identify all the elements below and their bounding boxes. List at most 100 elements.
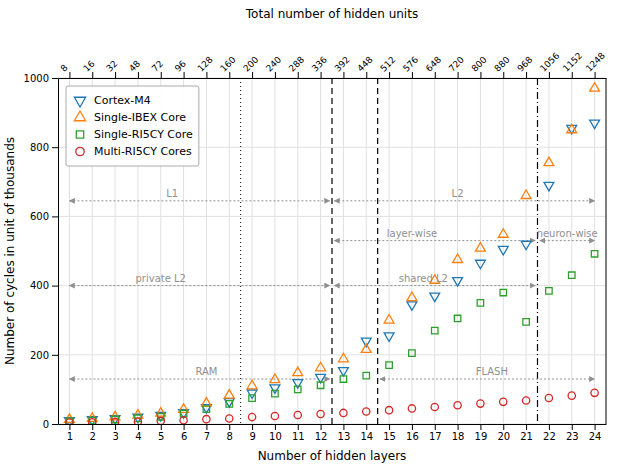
x2-tick-label: 720: [447, 54, 466, 73]
x2-tick: 720: [447, 54, 466, 78]
x-axis-line: [59, 424, 607, 425]
x-tick-mark: [480, 424, 481, 430]
plot-frame: [606, 78, 607, 424]
x2-tick: 240: [264, 54, 283, 78]
annotation-arrow: [540, 240, 595, 241]
y-tick-label: 400: [30, 280, 49, 291]
x2-tick-mark: [480, 72, 481, 78]
x-tick: 5: [158, 424, 164, 442]
legend-label: Single-RI5CY Core: [94, 128, 193, 141]
y-axis-line: [58, 79, 59, 425]
grid: [58, 78, 606, 424]
x2-tick: 288: [287, 54, 306, 78]
y-tick: 600: [30, 211, 58, 222]
point: [180, 417, 187, 424]
point: [567, 124, 577, 133]
x2-tick: 1248: [584, 50, 607, 78]
x-tick: 12: [315, 424, 328, 442]
point: [271, 412, 278, 419]
legend-symbol: [76, 147, 84, 155]
chart: 1234567891011121314151617181920212223248…: [0, 0, 640, 468]
grid-line: [58, 285, 606, 286]
x-tick-mark: [69, 424, 70, 430]
point: [316, 362, 326, 371]
point: [111, 418, 118, 424]
x-tick-label: 8: [227, 431, 233, 442]
x-tick-label: 15: [383, 431, 396, 442]
grid-line: [252, 78, 253, 424]
point: [590, 120, 600, 129]
point: [544, 157, 554, 166]
y-tick-label: 600: [30, 211, 49, 222]
x2-tick-label: 1248: [584, 50, 607, 73]
x2-tick: 512: [378, 55, 397, 78]
x-tick-label: 16: [406, 431, 419, 442]
point: [201, 398, 211, 407]
x2-tick: 648: [424, 54, 443, 78]
point: [384, 315, 394, 324]
point: [361, 338, 371, 347]
point: [338, 368, 348, 377]
x2-tick-label: 576: [401, 54, 420, 73]
x-tick-label: 14: [360, 431, 373, 442]
x2-tick-label: 8: [59, 62, 70, 73]
x2-tick-label: 160: [218, 54, 237, 73]
point: [64, 418, 74, 424]
annotation-arrow: [334, 200, 594, 201]
y-tick: 400: [30, 280, 58, 291]
point: [409, 350, 415, 356]
x2-tick-mark: [321, 72, 322, 78]
x2-tick-label: 880: [492, 54, 511, 73]
x-tick: 8: [227, 424, 233, 442]
x-tick-mark: [184, 424, 185, 430]
point: [201, 405, 211, 414]
x-tick: 17: [429, 424, 442, 442]
x-tick: 16: [406, 424, 419, 442]
x2-tick-label: 336: [310, 54, 329, 73]
point: [361, 344, 371, 353]
x-axis: 123456789101112131415161718192021222324: [59, 424, 607, 442]
y-tick-mark: [52, 424, 58, 425]
x2-tick-label: 512: [378, 55, 397, 74]
annotation-arrow: [69, 285, 329, 286]
x-tick-mark: [572, 424, 573, 430]
point: [544, 182, 554, 191]
point: [384, 333, 394, 342]
x2-tick-label: 48: [127, 58, 142, 73]
point: [317, 382, 323, 388]
point: [203, 406, 209, 412]
y-tick: 200: [30, 350, 58, 361]
x-tick: 23: [566, 424, 579, 442]
y-tick-mark: [52, 216, 58, 217]
grid-line: [411, 78, 412, 424]
y-axis: 02004006008001000: [24, 73, 59, 430]
x-tick-mark: [549, 424, 550, 430]
x2-tick: 336: [310, 54, 329, 78]
vertical-line: [537, 78, 538, 424]
x2-tick-mark: [229, 72, 230, 78]
point: [248, 413, 255, 420]
series: [66, 389, 598, 424]
grid-line: [343, 78, 344, 424]
point: [521, 190, 531, 199]
x2-tick-label: 72: [150, 59, 165, 74]
x-tick-label: 18: [452, 431, 465, 442]
x-tick-label: 23: [566, 431, 579, 442]
x-tick-mark: [298, 424, 299, 430]
data-area: [64, 78, 599, 424]
x-tick-mark: [458, 424, 459, 430]
y-tick: 1000: [24, 73, 58, 84]
point: [523, 319, 529, 325]
x2-tick-label: 32: [104, 59, 119, 74]
x-tick: 19: [475, 424, 488, 442]
annotation-labels: L1L2private L2shared L2RAMFLASHlayer-wis…: [136, 188, 598, 377]
annotation-arrow: [69, 379, 329, 380]
legend-box: [66, 86, 199, 166]
x2-tick-mark: [435, 72, 436, 78]
point: [568, 392, 575, 399]
point: [295, 386, 301, 392]
point: [247, 380, 257, 389]
point: [272, 390, 278, 396]
x-tick: 10: [269, 424, 282, 442]
x-tick-label: 21: [520, 431, 533, 442]
